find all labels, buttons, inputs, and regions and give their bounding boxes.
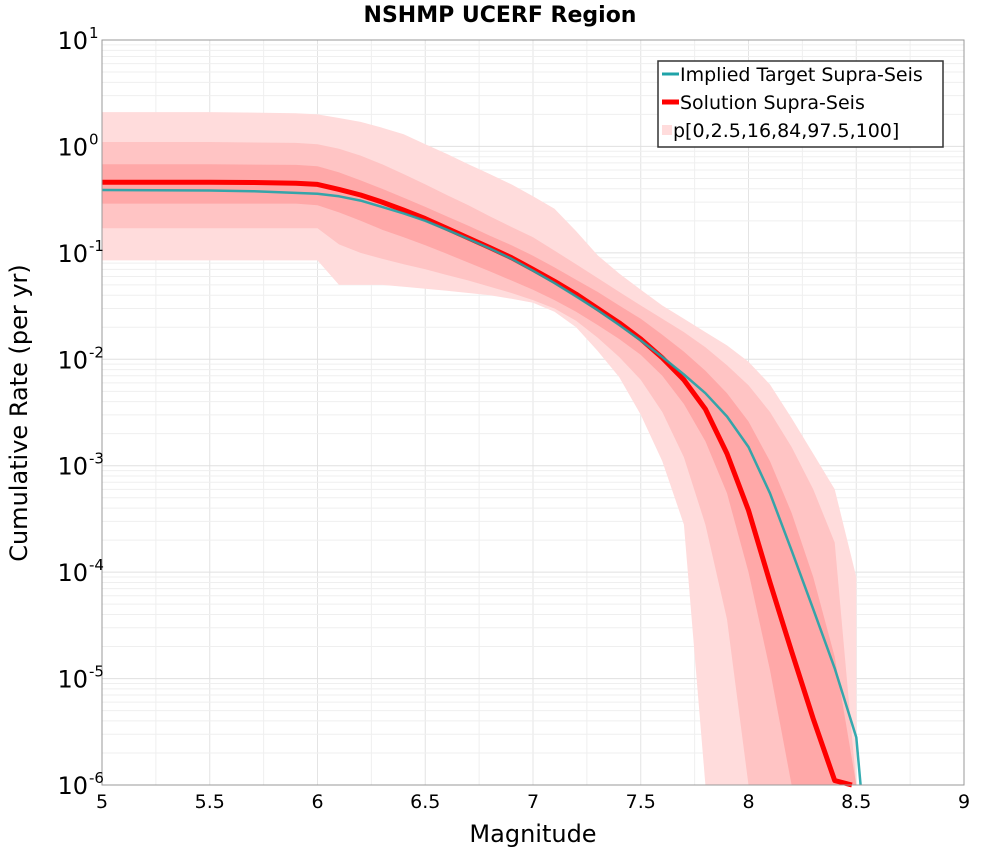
x-tick-label: 6.5 bbox=[410, 791, 440, 813]
solution-supra-seis-line bbox=[102, 179, 853, 788]
legend-band-swatch bbox=[662, 125, 672, 135]
y-tick-label: 10 bbox=[57, 240, 88, 268]
x-tick-label: 7 bbox=[527, 791, 539, 813]
x-tick-labels: 5 5.5 6 6.5 7 7.5 8 8.5 9 bbox=[96, 791, 970, 813]
legend-box bbox=[657, 60, 944, 148]
y-tick-label: 10 bbox=[57, 346, 88, 374]
chart-title: NSHMP UCERF Region bbox=[364, 3, 637, 28]
y-tick-exponent: 1 bbox=[89, 24, 99, 42]
x-tick-label: 9 bbox=[958, 791, 970, 813]
y-tick-label: 10 bbox=[57, 772, 88, 800]
series-lines bbox=[101, 179, 862, 788]
legend-solution-label: Solution Supra-Seis bbox=[680, 92, 865, 114]
band-p16-p84 bbox=[102, 164, 857, 786]
x-axis-label: Magnitude bbox=[469, 820, 596, 848]
legend-target-label: Implied Target Supra-Seis bbox=[680, 64, 923, 86]
x-tick-label: 6 bbox=[311, 791, 323, 813]
x-tick-label: 8 bbox=[742, 791, 754, 813]
y-tick-label: 10 bbox=[57, 27, 88, 55]
y-tick-exponent: -5 bbox=[89, 663, 104, 681]
y-tick-label: 10 bbox=[57, 453, 88, 481]
implied-target-supra-seis-line bbox=[101, 188, 862, 786]
y-tick-exponent: -1 bbox=[89, 237, 104, 255]
plot-frame bbox=[101, 39, 965, 786]
x-tick-label: 7.5 bbox=[626, 791, 656, 813]
y-tick-exponent: 0 bbox=[89, 130, 99, 148]
x-tick-label: 5.5 bbox=[195, 791, 225, 813]
y-tick-exponent: -4 bbox=[89, 556, 104, 574]
y-tick-label: 10 bbox=[57, 666, 88, 694]
x-tick-label: 8.5 bbox=[841, 791, 871, 813]
x-tick-label: 5 bbox=[96, 791, 108, 813]
y-tick-exponent: -6 bbox=[89, 769, 104, 787]
legend: Implied Target Supra-Seis Solution Supra… bbox=[657, 60, 944, 148]
y-tick-label: 10 bbox=[57, 559, 88, 587]
y-tick-label: 10 bbox=[57, 133, 88, 161]
legend-band-label: p[0,2.5,16,84,97.5,100] bbox=[673, 120, 899, 142]
y-axis-label: Cumulative Rate (per yr) bbox=[5, 264, 33, 562]
y-tick-exponent: -2 bbox=[89, 343, 104, 361]
y-tick-exponent: -3 bbox=[89, 450, 104, 468]
percentile-bands bbox=[102, 112, 857, 786]
